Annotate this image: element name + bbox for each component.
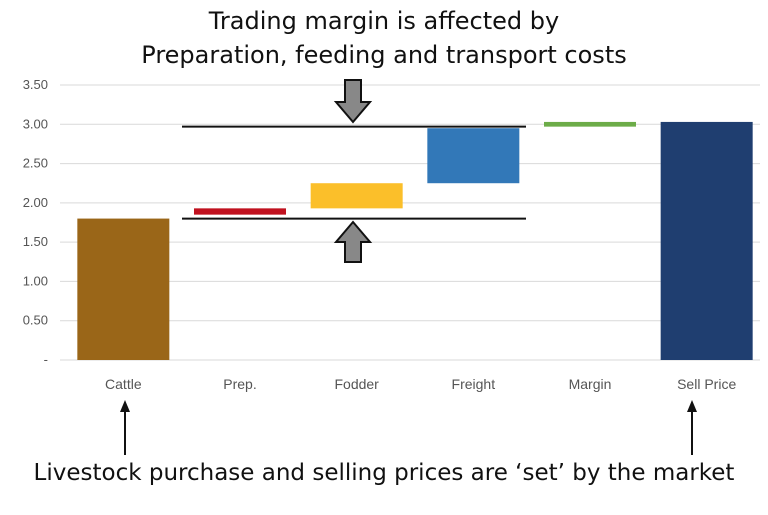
y-tick-label: 2.50	[23, 156, 48, 171]
bar-freight	[427, 128, 520, 184]
x-tick-label: Fodder	[334, 376, 379, 392]
chart-title-line-1: Trading margin is affected by	[208, 7, 560, 35]
x-tick-label: Prep.	[223, 376, 256, 392]
y-tick-label: 0.50	[23, 313, 48, 328]
x-tick-label: Cattle	[105, 376, 142, 392]
y-axis-ticks: 3.50 3.00 2.50 2.00 1.50 1.00 0.50 -	[23, 77, 48, 367]
bars	[77, 121, 753, 360]
y-tick-label: 3.50	[23, 77, 48, 92]
y-tick-label: 1.50	[23, 234, 48, 249]
chart-title-line-2: Preparation, feeding and transport costs	[141, 41, 627, 69]
bar-fodder	[310, 183, 403, 209]
y-tick-label: 3.00	[23, 116, 48, 131]
bar-sell-price	[660, 121, 753, 360]
x-tick-label: Margin	[569, 376, 612, 392]
x-axis-labels: Cattle Prep. Fodder Freight Margin Sell Price	[105, 376, 736, 392]
x-tick-label: Sell Price	[677, 376, 736, 392]
bar-prep	[194, 208, 286, 215]
chart-footer-note: Livestock purchase and selling prices ar…	[33, 460, 735, 486]
bar-cattle	[77, 218, 170, 360]
down-block-arrow	[333, 79, 373, 124]
cattle-up-arrow	[120, 400, 130, 455]
gridlines	[60, 84, 760, 361]
up-block-arrow	[333, 220, 373, 263]
bar-margin	[544, 121, 636, 127]
y-tick-label: -	[44, 352, 48, 367]
y-tick-label: 2.00	[23, 195, 48, 210]
x-tick-label: Freight	[452, 376, 496, 392]
reference-lines	[182, 125, 526, 220]
sell-price-up-arrow	[687, 400, 697, 455]
y-tick-label: 1.00	[23, 273, 48, 288]
